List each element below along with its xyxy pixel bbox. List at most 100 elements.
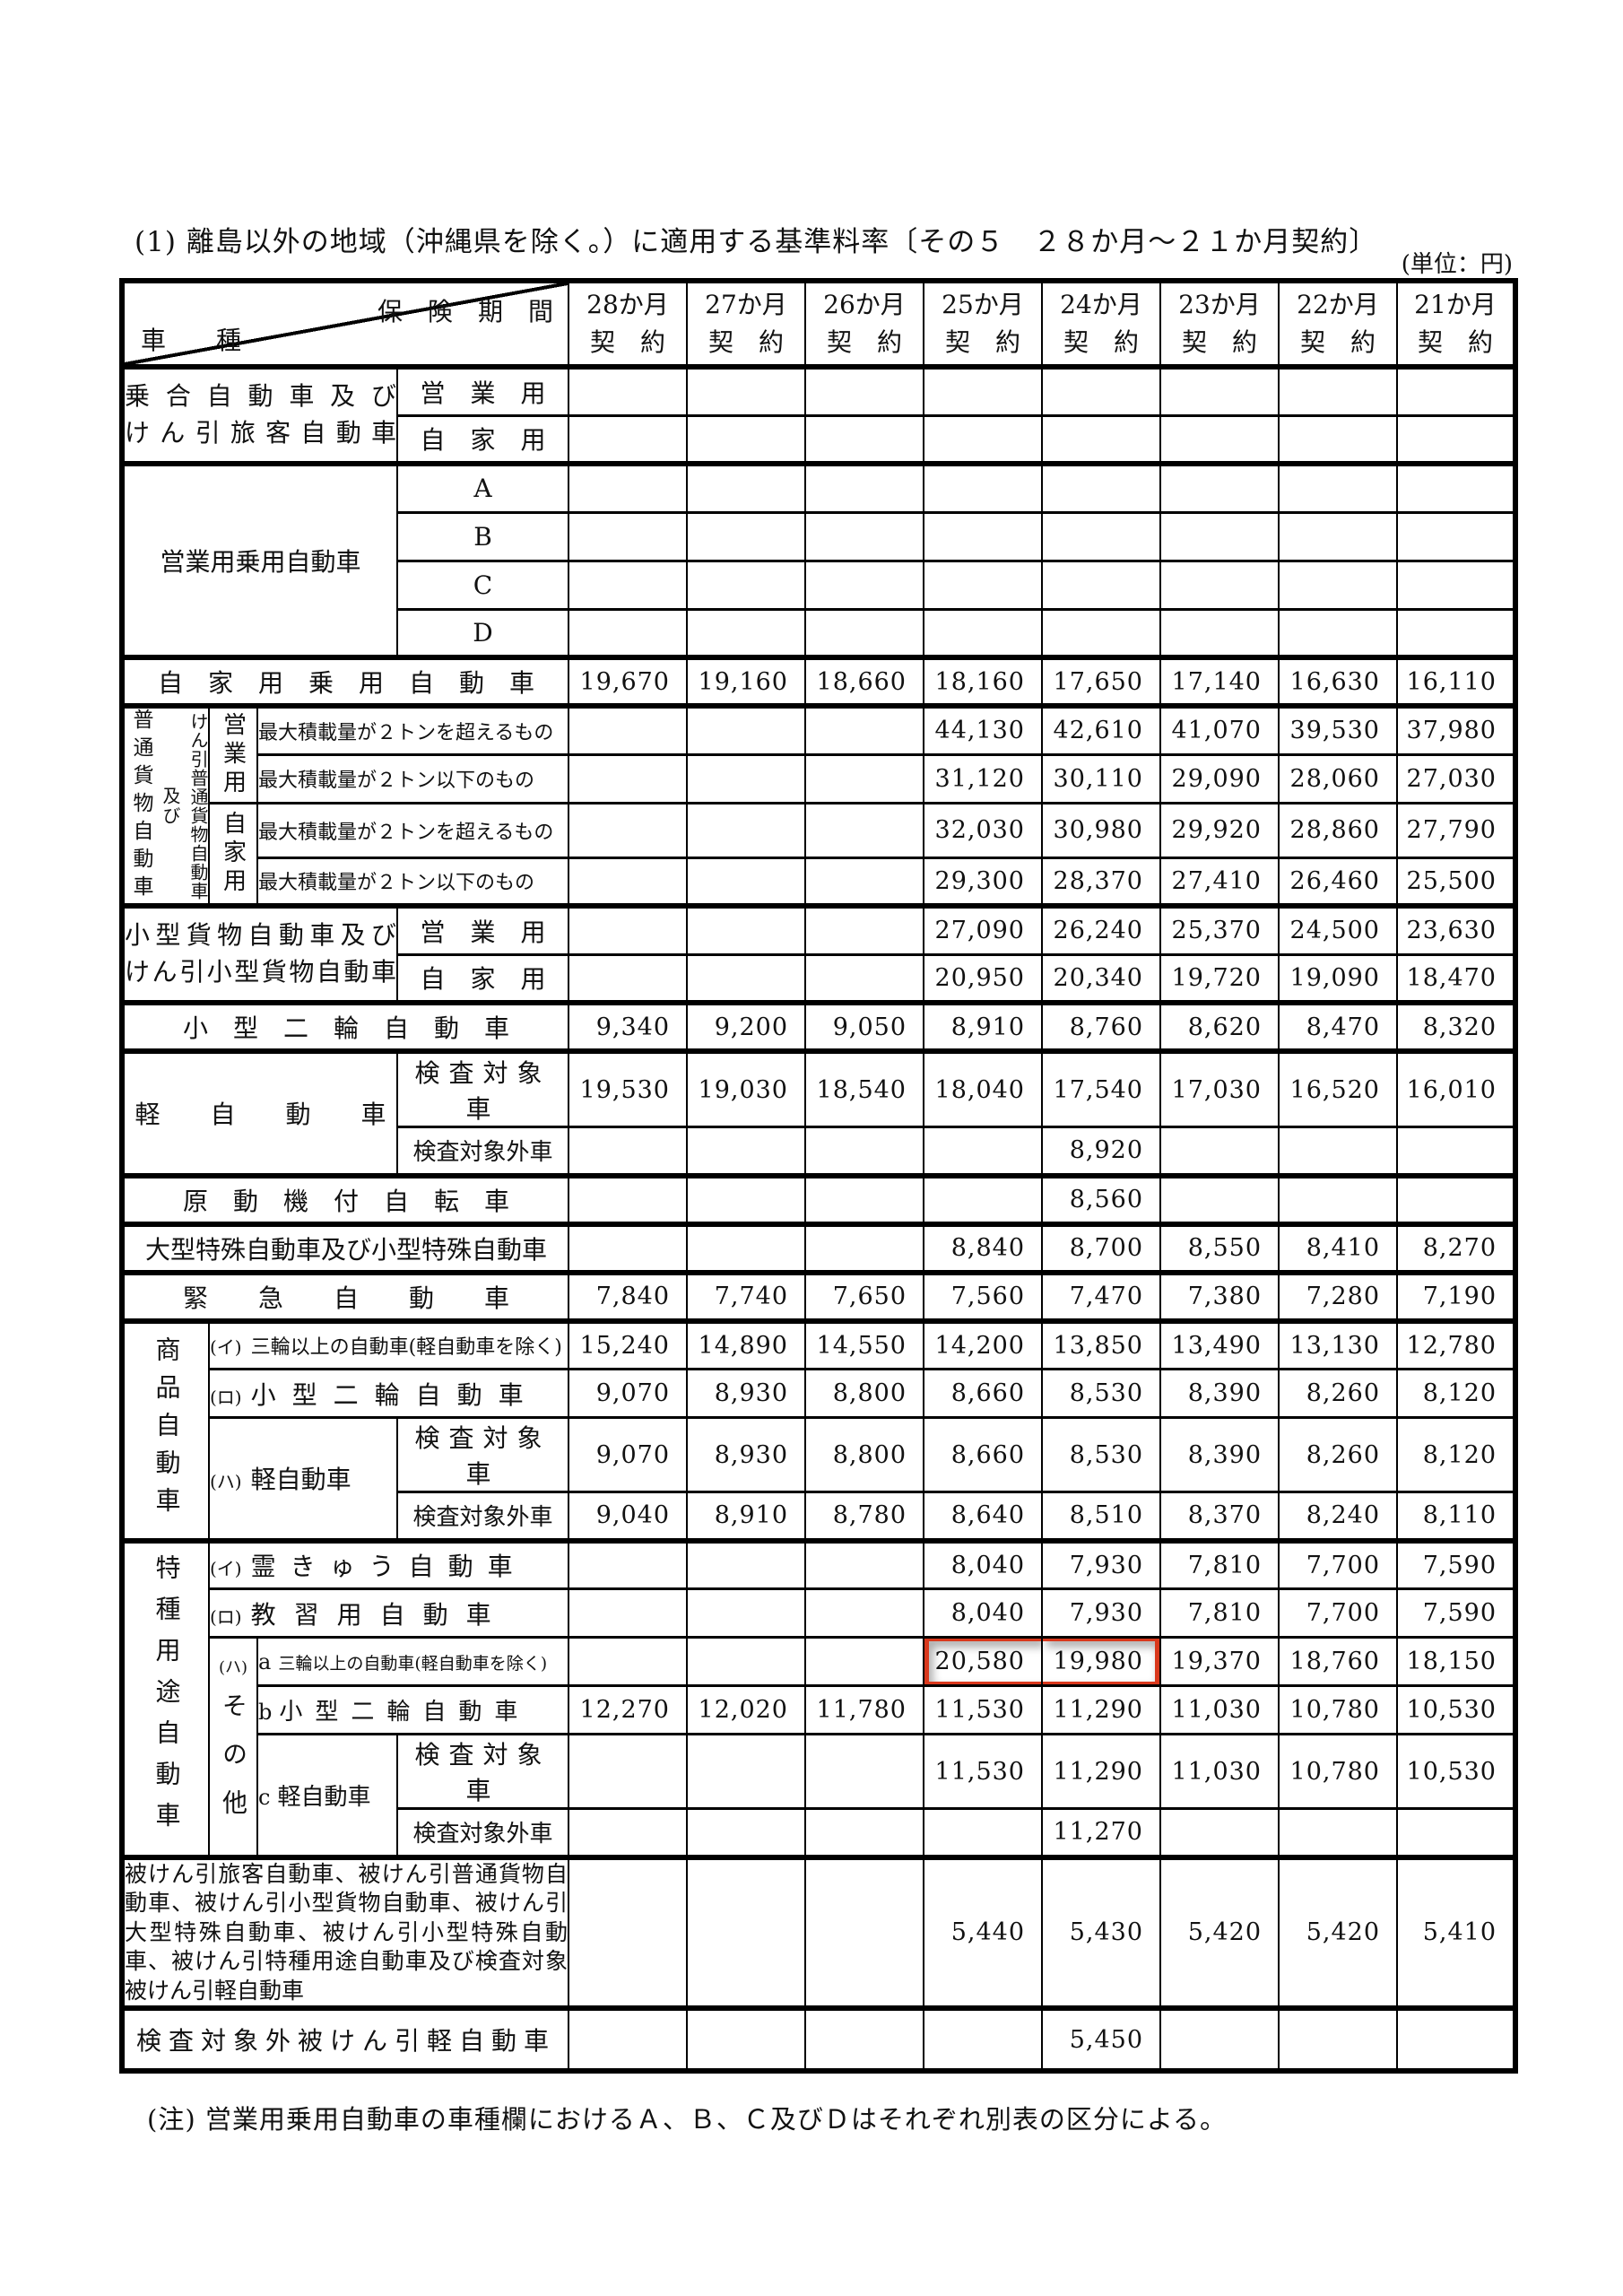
row-prefix: (イ) [210,1336,242,1359]
rate-cell: 8,270 [1396,1221,1516,1274]
row-label: C [396,559,569,611]
row-label: (ロ) 小型二輪自動車 [208,1368,569,1419]
rate-cell [568,364,688,417]
table-row: C [122,559,1516,611]
rate-cell: 16,110 [1396,655,1516,708]
rate-cell: 5,450 [1041,2005,1161,2073]
rate-cell: 8,930 [686,1368,806,1419]
rate-cell: 18,160 [923,655,1043,708]
table-row: 緊 急 自 動 車 7,840 7,740 7,650 7,560 7,470 7,380… [121,1269,1516,1322]
subgroup-label-vertical: 営業用 [208,703,258,804]
rate-cell [686,461,806,514]
rate-cell: 23,630 [1396,903,1516,956]
row-label: 営 業 用 [396,903,569,956]
table-row: (ロ) 教習用自動車 8,040 7,930 7,810 7,700 7,590 [122,1587,1516,1639]
col-header-24: 24か月契 約 [1041,279,1161,369]
rate-cell: 18,150 [1396,1636,1516,1687]
rate-cell [1159,364,1280,417]
rate-cell: 7,700 [1278,1587,1398,1639]
table-row: 軽 自 動 車 検査対象車 19,530 19,030 18,540 18,040 17… [121,1048,1516,1177]
rate-cell [804,1807,924,1858]
rate-cell: 14,200 [923,1318,1043,1370]
rate-cell [568,1221,688,1274]
rate-cell: 19,530 [568,1048,688,1128]
rate-cell: 9,040 [568,1491,688,1542]
rate-cell [568,1126,688,1177]
rate-cell: 44,130 [923,703,1043,756]
rate-cell [804,856,924,908]
rate-cell [804,1636,924,1687]
rate-cell [686,1221,806,1274]
rate-cell: 18,660 [804,655,924,708]
rate-cell [1396,559,1516,611]
rate-cell: 28,860 [1278,801,1398,859]
table-row: 営業用乗用自動車 A [121,461,1516,659]
rate-cell [804,703,924,756]
rate-cell [923,461,1043,514]
table-row: 検査対象外車 11,270 [122,1807,1516,1858]
rate-cell: 8,040 [923,1587,1043,1639]
rate-cell: 11,030 [1159,1684,1280,1735]
rate-cell: 9,070 [568,1416,688,1493]
rate-cell: 8,260 [1278,1368,1398,1419]
rate-cell [1396,1172,1516,1225]
rate-cell [1278,1807,1398,1858]
rate-cell: 17,650 [1041,655,1161,708]
rate-cell: 28,060 [1278,752,1398,804]
table-row: 小 型 二 輪 自 動 車 9,340 9,200 9,050 8,910 8,760 8… [121,1000,1516,1053]
row-label-text: 小型二輪自動車 [250,1379,540,1410]
col-header-27: 27か月契 約 [686,279,806,369]
rate-cell: 17,140 [1159,655,1280,708]
row-prefix: c [258,1784,271,1810]
rate-cell [1278,461,1398,514]
rate-cell: 8,390 [1159,1368,1280,1419]
rate-cell: 11,530 [923,1684,1043,1735]
rate-cell [804,2005,924,2073]
rate-cell [1159,510,1280,562]
table-row: 原 動 機 付 自 転 車 8,560 [121,1172,1516,1225]
rate-cell [1396,461,1516,514]
rate-cell: 9,340 [568,1000,688,1053]
group-label: c 軽自動車 [256,1733,398,1858]
row-label: 最大積載量が２トンを超えるもの [256,801,569,859]
rate-cell: 8,620 [1159,1000,1280,1053]
rate-cell [804,1126,924,1177]
rate-cell [804,413,924,465]
rate-cell [923,510,1043,562]
row-label: 検査対象車 [396,1048,569,1128]
rate-cell: 10,780 [1278,1733,1398,1810]
rate-cell [804,1854,924,2010]
page-title: (1) 離島以外の地域（沖縄県を除く。）に適用する基準料率〔その５ ２８か月～２… [135,226,1378,258]
rate-cell [686,752,806,804]
row-label-text: 霊きゅう自動車 [250,1552,527,1582]
corner-label-vehicle: 車 種 [141,326,242,355]
rate-cell: 7,280 [1278,1269,1398,1322]
rate-cell: 11,780 [804,1684,924,1735]
rate-cell: 8,800 [804,1368,924,1419]
rate-cell [686,1807,806,1858]
rate-cell: 11,030 [1159,1733,1280,1810]
rate-cell [568,413,688,465]
rate-cell: 8,780 [804,1491,924,1542]
rate-cell [568,1172,688,1225]
rate-cell [1159,1172,1280,1225]
vertical-text: 及び [160,786,181,826]
col-header-21: 21か月契 約 [1396,279,1516,369]
vertical-text: けん引普通貨物自動車 [187,711,209,900]
rate-cell [804,607,924,659]
rate-cell [568,903,688,956]
rate-cell: 8,530 [1041,1416,1161,1493]
rate-cell: 7,470 [1041,1269,1161,1322]
rate-cell [686,903,806,956]
rate-cell [923,1172,1043,1225]
subgroup-label-vertical: (ハ) その他 [208,1636,258,1858]
period-label: 26か月 [823,290,906,319]
group-label: (ハ) 軽自動車 [208,1416,398,1542]
rate-cell [1041,461,1161,514]
row-label-text: 教習用自動車 [250,1599,509,1630]
row-label: 最大積載量が２トン以下のもの [256,856,569,908]
rate-cell [1041,364,1161,417]
rate-cell: 17,540 [1041,1048,1161,1128]
rate-cell [686,801,806,859]
table-row: (ロ) 小型二輪自動車 9,070 8,930 8,800 8,660 8,530 8,39… [122,1368,1516,1419]
